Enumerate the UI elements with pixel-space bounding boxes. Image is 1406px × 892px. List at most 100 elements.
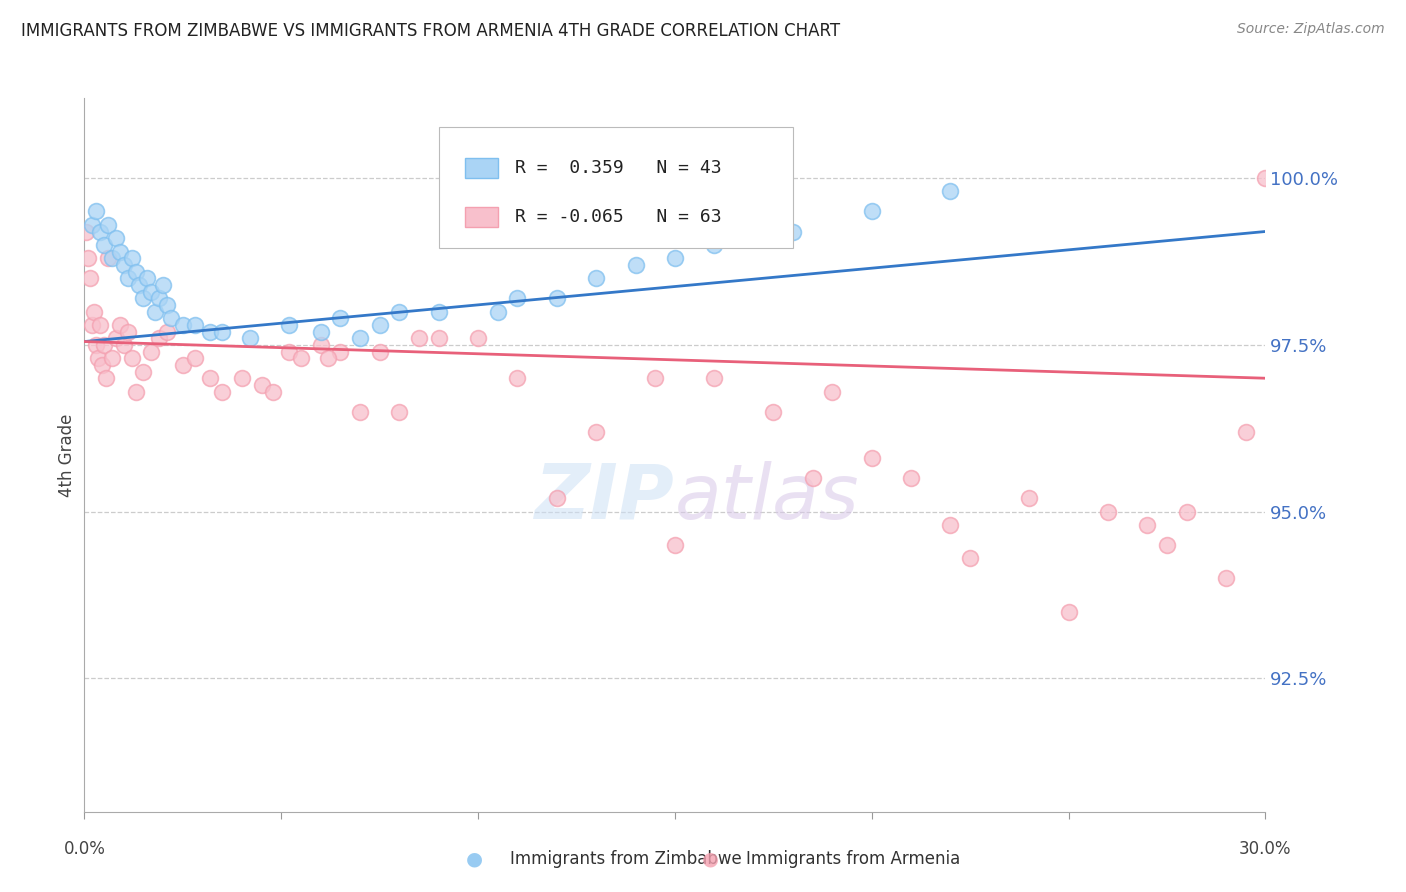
Point xyxy=(75,225,97,239)
Point xyxy=(900,471,922,485)
Point xyxy=(939,518,962,533)
Point xyxy=(762,404,785,418)
Point xyxy=(211,325,233,339)
Point xyxy=(1215,571,1237,585)
Point xyxy=(239,331,262,345)
Point xyxy=(703,371,725,385)
Point xyxy=(860,451,883,466)
Point xyxy=(84,204,107,219)
Point xyxy=(200,371,222,385)
Point xyxy=(84,338,107,352)
Point xyxy=(183,318,205,332)
Point xyxy=(782,225,804,239)
Point xyxy=(624,258,647,272)
Point xyxy=(278,318,301,332)
Point xyxy=(97,218,120,232)
Point xyxy=(117,325,139,339)
Point xyxy=(231,371,253,385)
Point xyxy=(183,351,205,366)
Point xyxy=(148,291,170,305)
Point xyxy=(467,331,489,345)
Point xyxy=(329,311,352,326)
Point xyxy=(108,244,131,259)
Point xyxy=(860,204,883,219)
Text: ●: ● xyxy=(465,849,482,869)
FancyBboxPatch shape xyxy=(464,207,498,227)
Point xyxy=(108,318,131,332)
Text: Immigrants from Armenia: Immigrants from Armenia xyxy=(745,850,960,868)
Point xyxy=(664,251,686,265)
Point xyxy=(349,404,371,418)
Text: Source: ZipAtlas.com: Source: ZipAtlas.com xyxy=(1237,22,1385,37)
Point xyxy=(309,338,332,352)
Point xyxy=(124,384,146,399)
Point xyxy=(117,271,139,285)
Point xyxy=(136,271,159,285)
Point xyxy=(546,291,568,305)
Point xyxy=(79,271,101,285)
Point xyxy=(309,325,332,339)
Point xyxy=(939,185,962,199)
Point xyxy=(1136,518,1159,533)
Point xyxy=(368,318,391,332)
Point xyxy=(141,285,163,299)
Point xyxy=(93,237,115,252)
Point xyxy=(349,331,371,345)
Point xyxy=(143,304,166,318)
FancyBboxPatch shape xyxy=(464,158,498,178)
Point xyxy=(91,358,114,372)
Point xyxy=(101,351,124,366)
Point xyxy=(124,264,146,278)
Point xyxy=(959,551,981,566)
Point xyxy=(506,291,529,305)
Point xyxy=(427,304,450,318)
Point xyxy=(427,331,450,345)
Point xyxy=(82,218,104,232)
Point xyxy=(1156,538,1178,552)
Text: Immigrants from Zimbabwe: Immigrants from Zimbabwe xyxy=(509,850,741,868)
Point xyxy=(644,371,666,385)
Point xyxy=(121,251,143,265)
Point xyxy=(801,471,824,485)
Point xyxy=(664,538,686,552)
Point xyxy=(1097,505,1119,519)
Point xyxy=(77,251,100,265)
Text: R = -0.065   N = 63: R = -0.065 N = 63 xyxy=(516,209,723,227)
Point xyxy=(104,231,127,245)
Text: R =  0.359   N = 43: R = 0.359 N = 43 xyxy=(516,159,723,177)
Point xyxy=(290,351,312,366)
Point xyxy=(821,384,844,399)
Point xyxy=(388,404,411,418)
Point xyxy=(703,237,725,252)
Point xyxy=(101,251,124,265)
Point xyxy=(156,325,179,339)
Point xyxy=(486,304,509,318)
Point xyxy=(1018,491,1040,506)
Point xyxy=(104,331,127,345)
Point xyxy=(1234,425,1257,439)
Point xyxy=(200,325,222,339)
Y-axis label: 4th Grade: 4th Grade xyxy=(58,413,76,497)
Text: 30.0%: 30.0% xyxy=(1239,840,1292,858)
Point xyxy=(262,384,284,399)
Point xyxy=(329,344,352,359)
Point xyxy=(172,318,194,332)
Point xyxy=(132,365,155,379)
Point xyxy=(585,425,607,439)
Point xyxy=(172,358,194,372)
Point xyxy=(148,331,170,345)
Point xyxy=(546,491,568,506)
Point xyxy=(1254,171,1277,186)
Point xyxy=(318,351,340,366)
Point xyxy=(97,251,120,265)
Point xyxy=(89,225,111,239)
Point xyxy=(211,384,233,399)
Point xyxy=(152,277,174,292)
Point xyxy=(506,371,529,385)
FancyBboxPatch shape xyxy=(439,127,793,248)
Point xyxy=(112,258,135,272)
Point xyxy=(89,318,111,332)
Point xyxy=(132,291,155,305)
Point xyxy=(156,298,179,312)
Point xyxy=(93,338,115,352)
